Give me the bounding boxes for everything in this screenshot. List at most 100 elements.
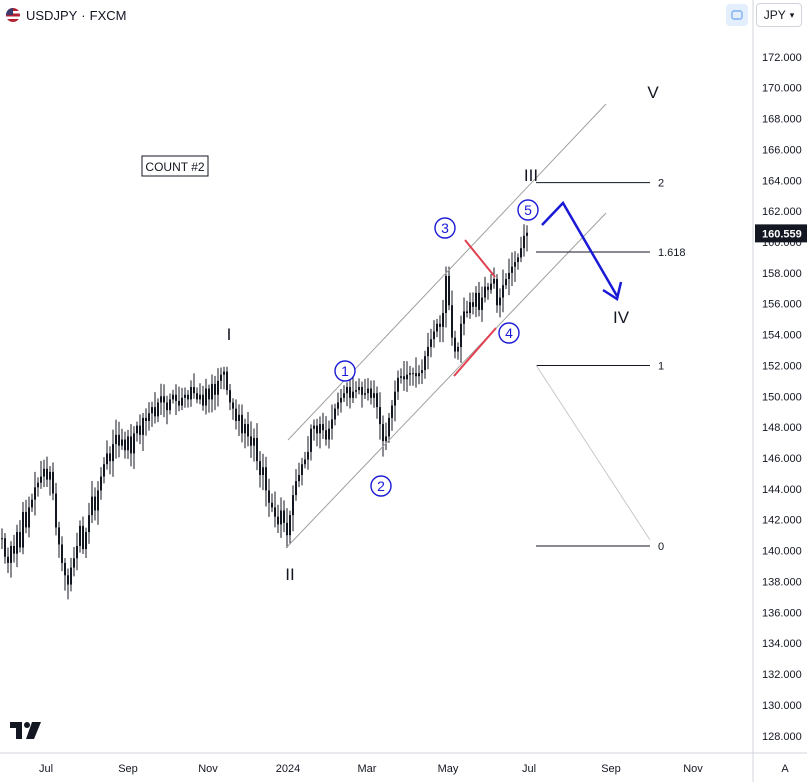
candle-body <box>190 387 192 400</box>
candle-body <box>478 292 480 310</box>
candle-body <box>40 476 42 483</box>
candle-body <box>331 419 333 429</box>
candle-body <box>85 532 87 550</box>
y-tick-label: 148.000 <box>762 422 802 434</box>
candle-body <box>37 482 39 488</box>
candle-body <box>184 394 186 398</box>
candle-body <box>262 467 264 475</box>
candle-body <box>46 468 48 480</box>
last-price-label: 160.559 <box>762 228 802 240</box>
candle-body <box>328 428 330 440</box>
candle-body <box>346 387 348 394</box>
wave-circle-marker <box>498 322 520 344</box>
candle-body <box>217 380 219 395</box>
candle-body <box>238 414 240 421</box>
candle-body <box>391 405 393 418</box>
candle-body <box>337 402 339 409</box>
candle-body <box>358 387 360 391</box>
candle-body <box>82 525 84 550</box>
candle-body <box>253 437 255 446</box>
candle-body <box>490 283 492 290</box>
candle-body <box>244 424 246 434</box>
candle-body <box>166 402 168 411</box>
candle-body <box>13 545 15 554</box>
candle-body <box>271 502 273 508</box>
candle-body <box>481 297 483 310</box>
candle-body <box>115 434 117 445</box>
candle-body <box>70 567 72 585</box>
symbol-header[interactable]: USDJPY · FXCM <box>6 5 126 25</box>
candle-body <box>139 425 141 435</box>
wave-label-primary: II <box>285 565 294 584</box>
y-tick-label: 172.000 <box>762 52 802 64</box>
candle-body <box>334 408 336 420</box>
y-tick-label: 138.000 <box>762 576 802 588</box>
candle-body <box>4 538 6 557</box>
fib-level-label: 0 <box>658 541 664 553</box>
wave-label-minor: 3 <box>441 220 449 236</box>
candle-body <box>298 474 300 482</box>
candle-body <box>265 467 267 491</box>
sync-icon <box>731 10 743 20</box>
candle-body <box>487 286 489 290</box>
candle-body <box>277 516 279 525</box>
wave-label-primary: IV <box>613 308 630 327</box>
candle-body <box>376 393 378 408</box>
candle-body <box>313 425 315 429</box>
candle-body <box>235 408 237 421</box>
candle-body <box>229 390 231 403</box>
candle-body <box>520 248 522 258</box>
candle-body <box>517 257 519 263</box>
y-tick-label: 166.000 <box>762 144 802 156</box>
candle-body <box>307 451 309 460</box>
candle-body <box>34 487 36 500</box>
candle-body <box>31 499 33 508</box>
candle-body <box>283 510 285 523</box>
candle-body <box>178 400 180 406</box>
candle-body <box>73 558 75 568</box>
wave-circle-marker <box>370 475 392 497</box>
candle-body <box>475 292 477 307</box>
fib-level-label: 1.618 <box>658 247 686 259</box>
currency-select[interactable]: JPY ▾ <box>756 3 802 27</box>
candle-body <box>514 262 516 267</box>
y-tick-label: 168.000 <box>762 114 802 126</box>
candle-body <box>379 407 381 425</box>
candle-body <box>352 391 354 398</box>
candle-body <box>454 337 456 352</box>
candle-body <box>181 397 183 406</box>
wave-label-primary: V <box>647 83 659 102</box>
currency-label: JPY <box>763 8 786 22</box>
y-tick-label: 134.000 <box>762 638 802 650</box>
candle-body <box>457 346 459 352</box>
fib-level-label: 1 <box>658 360 664 372</box>
candle-body <box>88 515 90 533</box>
candle-body <box>460 323 462 347</box>
projection-arrow <box>541 200 619 297</box>
y-tick-label: 142.000 <box>762 515 802 527</box>
candle-body <box>196 393 198 400</box>
count-label-box <box>141 155 209 177</box>
projection-arrow-head <box>602 281 623 302</box>
sync-button[interactable] <box>726 4 748 26</box>
candle-body <box>250 436 252 446</box>
y-tick-label: 162.000 <box>762 206 802 218</box>
symbol-separator: · <box>81 7 86 23</box>
y-tick-label: 136.000 <box>762 607 802 619</box>
candle-body <box>202 394 204 406</box>
auto-scale-button[interactable]: A <box>781 763 789 775</box>
candle-body <box>433 331 435 340</box>
x-tick-label: Nov <box>683 763 703 775</box>
candle-body <box>145 417 147 421</box>
candle-body <box>382 424 384 442</box>
wave-circle-marker <box>517 199 539 221</box>
candle-body <box>403 376 405 380</box>
wave-label-minor: 1 <box>341 363 349 379</box>
candle-body <box>325 430 327 440</box>
candle-body <box>124 439 126 451</box>
candle-body <box>259 461 261 475</box>
candle-body <box>169 399 171 411</box>
lower-channel-line <box>285 212 607 549</box>
candle-body <box>172 394 174 400</box>
